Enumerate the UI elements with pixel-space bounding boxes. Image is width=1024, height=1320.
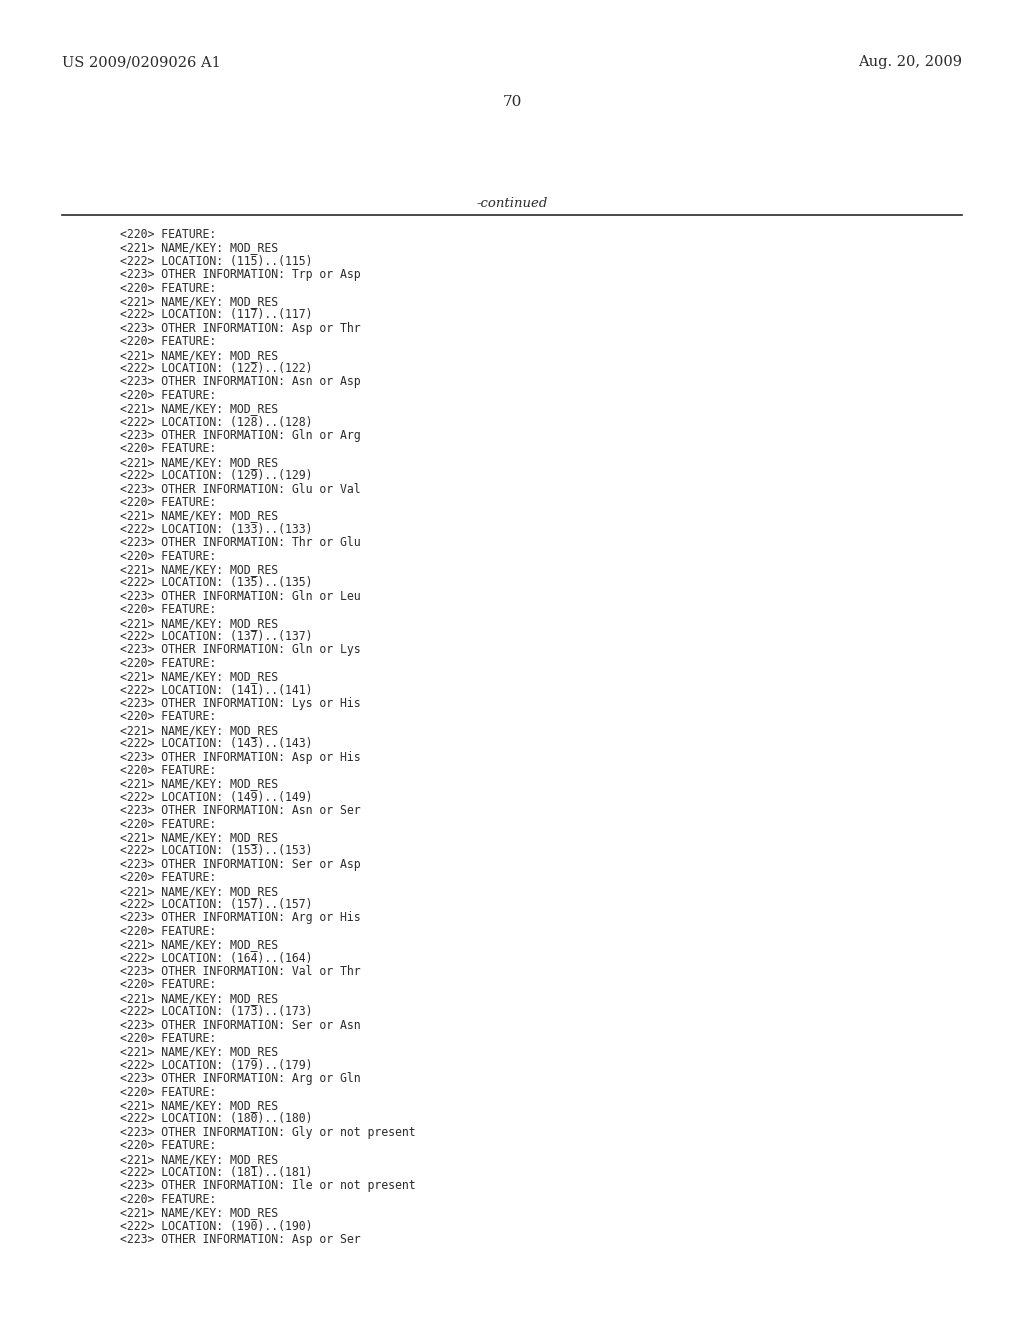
- Text: <222> LOCATION: (157)..(157): <222> LOCATION: (157)..(157): [120, 898, 312, 911]
- Text: <222> LOCATION: (117)..(117): <222> LOCATION: (117)..(117): [120, 309, 312, 321]
- Text: <221> NAME/KEY: MOD_RES: <221> NAME/KEY: MOD_RES: [120, 832, 279, 843]
- Text: <220> FEATURE:: <220> FEATURE:: [120, 1139, 216, 1152]
- Text: <222> LOCATION: (181)..(181): <222> LOCATION: (181)..(181): [120, 1166, 312, 1179]
- Text: <221> NAME/KEY: MOD_RES: <221> NAME/KEY: MOD_RES: [120, 939, 279, 952]
- Text: <220> FEATURE:: <220> FEATURE:: [120, 871, 216, 884]
- Text: <222> LOCATION: (133)..(133): <222> LOCATION: (133)..(133): [120, 523, 312, 536]
- Text: <223> OTHER INFORMATION: Asn or Ser: <223> OTHER INFORMATION: Asn or Ser: [120, 804, 360, 817]
- Text: <220> FEATURE:: <220> FEATURE:: [120, 1085, 216, 1098]
- Text: <222> LOCATION: (153)..(153): <222> LOCATION: (153)..(153): [120, 845, 312, 858]
- Text: <223> OTHER INFORMATION: Val or Thr: <223> OTHER INFORMATION: Val or Thr: [120, 965, 360, 978]
- Text: <223> OTHER INFORMATION: Asp or Ser: <223> OTHER INFORMATION: Asp or Ser: [120, 1233, 360, 1246]
- Text: <222> LOCATION: (135)..(135): <222> LOCATION: (135)..(135): [120, 577, 312, 590]
- Text: <222> LOCATION: (164)..(164): <222> LOCATION: (164)..(164): [120, 952, 312, 965]
- Text: <220> FEATURE:: <220> FEATURE:: [120, 335, 216, 348]
- Text: <220> FEATURE:: <220> FEATURE:: [120, 496, 216, 510]
- Text: <223> OTHER INFORMATION: Gln or Lys: <223> OTHER INFORMATION: Gln or Lys: [120, 643, 360, 656]
- Text: -continued: -continued: [476, 197, 548, 210]
- Text: <221> NAME/KEY: MOD_RES: <221> NAME/KEY: MOD_RES: [120, 294, 279, 308]
- Text: <221> NAME/KEY: MOD_RES: <221> NAME/KEY: MOD_RES: [120, 723, 279, 737]
- Text: <222> LOCATION: (180)..(180): <222> LOCATION: (180)..(180): [120, 1113, 312, 1126]
- Text: <223> OTHER INFORMATION: Arg or His: <223> OTHER INFORMATION: Arg or His: [120, 911, 360, 924]
- Text: <222> LOCATION: (190)..(190): <222> LOCATION: (190)..(190): [120, 1220, 312, 1233]
- Text: <220> FEATURE:: <220> FEATURE:: [120, 764, 216, 777]
- Text: <221> NAME/KEY: MOD_RES: <221> NAME/KEY: MOD_RES: [120, 991, 279, 1005]
- Text: <221> NAME/KEY: MOD_RES: <221> NAME/KEY: MOD_RES: [120, 510, 279, 523]
- Text: <223> OTHER INFORMATION: Gly or not present: <223> OTHER INFORMATION: Gly or not pres…: [120, 1126, 416, 1139]
- Text: <223> OTHER INFORMATION: Gln or Leu: <223> OTHER INFORMATION: Gln or Leu: [120, 590, 360, 603]
- Text: <220> FEATURE:: <220> FEATURE:: [120, 389, 216, 401]
- Text: <221> NAME/KEY: MOD_RES: <221> NAME/KEY: MOD_RES: [120, 348, 279, 362]
- Text: <223> OTHER INFORMATION: Lys or His: <223> OTHER INFORMATION: Lys or His: [120, 697, 360, 710]
- Text: <222> LOCATION: (122)..(122): <222> LOCATION: (122)..(122): [120, 362, 312, 375]
- Text: <220> FEATURE:: <220> FEATURE:: [120, 817, 216, 830]
- Text: <220> FEATURE:: <220> FEATURE:: [120, 549, 216, 562]
- Text: <221> NAME/KEY: MOD_RES: <221> NAME/KEY: MOD_RES: [120, 564, 279, 576]
- Text: <221> NAME/KEY: MOD_RES: <221> NAME/KEY: MOD_RES: [120, 1152, 279, 1166]
- Text: <221> NAME/KEY: MOD_RES: <221> NAME/KEY: MOD_RES: [120, 671, 279, 684]
- Text: <223> OTHER INFORMATION: Asn or Asp: <223> OTHER INFORMATION: Asn or Asp: [120, 375, 360, 388]
- Text: US 2009/0209026 A1: US 2009/0209026 A1: [62, 55, 221, 69]
- Text: <220> FEATURE:: <220> FEATURE:: [120, 978, 216, 991]
- Text: <221> NAME/KEY: MOD_RES: <221> NAME/KEY: MOD_RES: [120, 242, 279, 255]
- Text: <220> FEATURE:: <220> FEATURE:: [120, 281, 216, 294]
- Text: <221> NAME/KEY: MOD_RES: <221> NAME/KEY: MOD_RES: [120, 455, 279, 469]
- Text: <220> FEATURE:: <220> FEATURE:: [120, 442, 216, 455]
- Text: <222> LOCATION: (115)..(115): <222> LOCATION: (115)..(115): [120, 255, 312, 268]
- Text: <223> OTHER INFORMATION: Asp or His: <223> OTHER INFORMATION: Asp or His: [120, 751, 360, 763]
- Text: <221> NAME/KEY: MOD_RES: <221> NAME/KEY: MOD_RES: [120, 1206, 279, 1220]
- Text: <220> FEATURE:: <220> FEATURE:: [120, 1193, 216, 1205]
- Text: <223> OTHER INFORMATION: Ile or not present: <223> OTHER INFORMATION: Ile or not pres…: [120, 1179, 416, 1192]
- Text: <223> OTHER INFORMATION: Arg or Gln: <223> OTHER INFORMATION: Arg or Gln: [120, 1072, 360, 1085]
- Text: <223> OTHER INFORMATION: Glu or Val: <223> OTHER INFORMATION: Glu or Val: [120, 483, 360, 495]
- Text: <221> NAME/KEY: MOD_RES: <221> NAME/KEY: MOD_RES: [120, 1100, 279, 1111]
- Text: <223> OTHER INFORMATION: Ser or Asn: <223> OTHER INFORMATION: Ser or Asn: [120, 1019, 360, 1032]
- Text: <222> LOCATION: (149)..(149): <222> LOCATION: (149)..(149): [120, 791, 312, 804]
- Text: <220> FEATURE:: <220> FEATURE:: [120, 925, 216, 937]
- Text: <222> LOCATION: (179)..(179): <222> LOCATION: (179)..(179): [120, 1059, 312, 1072]
- Text: <221> NAME/KEY: MOD_RES: <221> NAME/KEY: MOD_RES: [120, 403, 279, 416]
- Text: <223> OTHER INFORMATION: Thr or Glu: <223> OTHER INFORMATION: Thr or Glu: [120, 536, 360, 549]
- Text: <220> FEATURE:: <220> FEATURE:: [120, 228, 216, 242]
- Text: <222> LOCATION: (173)..(173): <222> LOCATION: (173)..(173): [120, 1006, 312, 1018]
- Text: <223> OTHER INFORMATION: Asp or Thr: <223> OTHER INFORMATION: Asp or Thr: [120, 322, 360, 335]
- Text: <222> LOCATION: (129)..(129): <222> LOCATION: (129)..(129): [120, 469, 312, 482]
- Text: <222> LOCATION: (143)..(143): <222> LOCATION: (143)..(143): [120, 737, 312, 750]
- Text: <220> FEATURE:: <220> FEATURE:: [120, 1032, 216, 1045]
- Text: <220> FEATURE:: <220> FEATURE:: [120, 657, 216, 669]
- Text: <220> FEATURE:: <220> FEATURE:: [120, 710, 216, 723]
- Text: <223> OTHER INFORMATION: Ser or Asp: <223> OTHER INFORMATION: Ser or Asp: [120, 858, 360, 871]
- Text: <223> OTHER INFORMATION: Gln or Arg: <223> OTHER INFORMATION: Gln or Arg: [120, 429, 360, 442]
- Text: <221> NAME/KEY: MOD_RES: <221> NAME/KEY: MOD_RES: [120, 1045, 279, 1059]
- Text: <220> FEATURE:: <220> FEATURE:: [120, 603, 216, 616]
- Text: 70: 70: [503, 95, 521, 110]
- Text: <222> LOCATION: (141)..(141): <222> LOCATION: (141)..(141): [120, 684, 312, 697]
- Text: <221> NAME/KEY: MOD_RES: <221> NAME/KEY: MOD_RES: [120, 777, 279, 791]
- Text: <223> OTHER INFORMATION: Trp or Asp: <223> OTHER INFORMATION: Trp or Asp: [120, 268, 360, 281]
- Text: <221> NAME/KEY: MOD_RES: <221> NAME/KEY: MOD_RES: [120, 884, 279, 898]
- Text: <221> NAME/KEY: MOD_RES: <221> NAME/KEY: MOD_RES: [120, 616, 279, 630]
- Text: <222> LOCATION: (137)..(137): <222> LOCATION: (137)..(137): [120, 630, 312, 643]
- Text: <222> LOCATION: (128)..(128): <222> LOCATION: (128)..(128): [120, 416, 312, 429]
- Text: Aug. 20, 2009: Aug. 20, 2009: [858, 55, 962, 69]
